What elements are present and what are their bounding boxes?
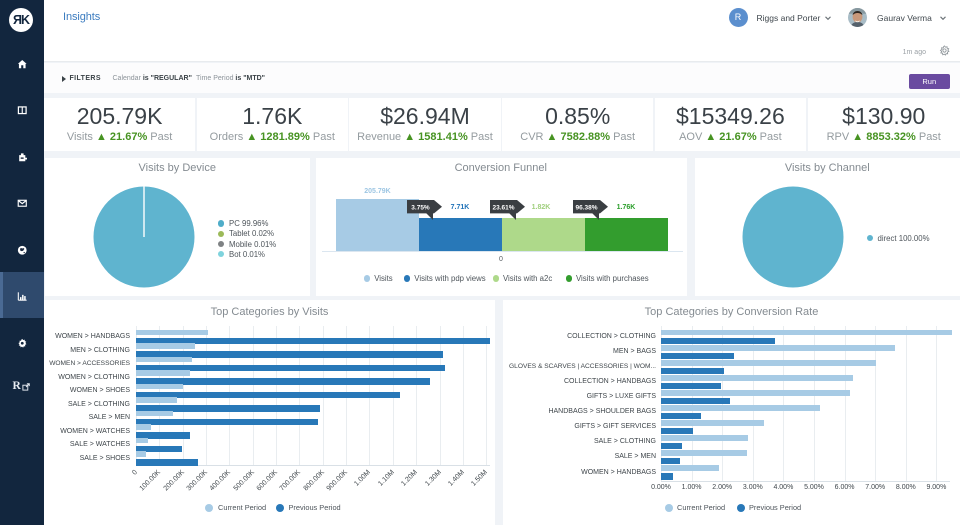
svg-text:23.61%: 23.61% (492, 204, 514, 211)
svg-text:96.38%: 96.38% (575, 204, 597, 211)
svg-text:3.75%: 3.75% (411, 204, 430, 211)
